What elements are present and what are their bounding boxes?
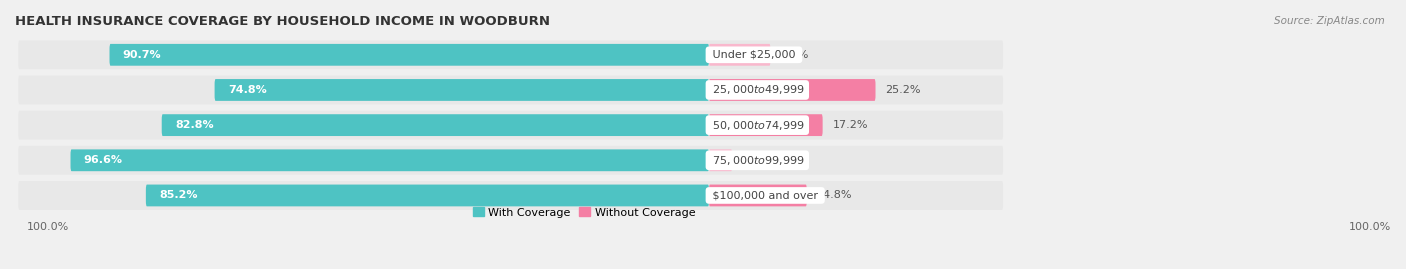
FancyBboxPatch shape xyxy=(709,114,823,136)
FancyBboxPatch shape xyxy=(18,40,1002,69)
Text: 96.6%: 96.6% xyxy=(84,155,122,165)
Text: 3.5%: 3.5% xyxy=(742,155,770,165)
FancyBboxPatch shape xyxy=(709,149,733,171)
Text: HEALTH INSURANCE COVERAGE BY HOUSEHOLD INCOME IN WOODBURN: HEALTH INSURANCE COVERAGE BY HOUSEHOLD I… xyxy=(15,15,550,28)
FancyBboxPatch shape xyxy=(709,79,876,101)
FancyBboxPatch shape xyxy=(709,44,770,66)
FancyBboxPatch shape xyxy=(709,185,807,206)
FancyBboxPatch shape xyxy=(18,111,1002,140)
FancyBboxPatch shape xyxy=(70,149,709,171)
FancyBboxPatch shape xyxy=(18,76,1002,104)
Text: 74.8%: 74.8% xyxy=(228,85,267,95)
FancyBboxPatch shape xyxy=(146,185,709,206)
FancyBboxPatch shape xyxy=(162,114,709,136)
FancyBboxPatch shape xyxy=(18,146,1002,175)
Text: 14.8%: 14.8% xyxy=(817,190,852,200)
Text: $100,000 and over: $100,000 and over xyxy=(709,190,821,200)
FancyBboxPatch shape xyxy=(18,181,1002,210)
FancyBboxPatch shape xyxy=(215,79,709,101)
Text: $25,000 to $49,999: $25,000 to $49,999 xyxy=(709,83,806,97)
Text: 85.2%: 85.2% xyxy=(159,190,198,200)
Legend: With Coverage, Without Coverage: With Coverage, Without Coverage xyxy=(468,203,700,222)
Text: 17.2%: 17.2% xyxy=(832,120,868,130)
FancyBboxPatch shape xyxy=(110,44,709,66)
Text: Under $25,000: Under $25,000 xyxy=(709,50,799,60)
Text: $50,000 to $74,999: $50,000 to $74,999 xyxy=(709,119,806,132)
Text: 82.8%: 82.8% xyxy=(174,120,214,130)
Text: Source: ZipAtlas.com: Source: ZipAtlas.com xyxy=(1274,16,1385,26)
Text: 90.7%: 90.7% xyxy=(122,50,162,60)
Text: $75,000 to $99,999: $75,000 to $99,999 xyxy=(709,154,806,167)
Text: 25.2%: 25.2% xyxy=(886,85,921,95)
Text: 9.3%: 9.3% xyxy=(780,50,808,60)
